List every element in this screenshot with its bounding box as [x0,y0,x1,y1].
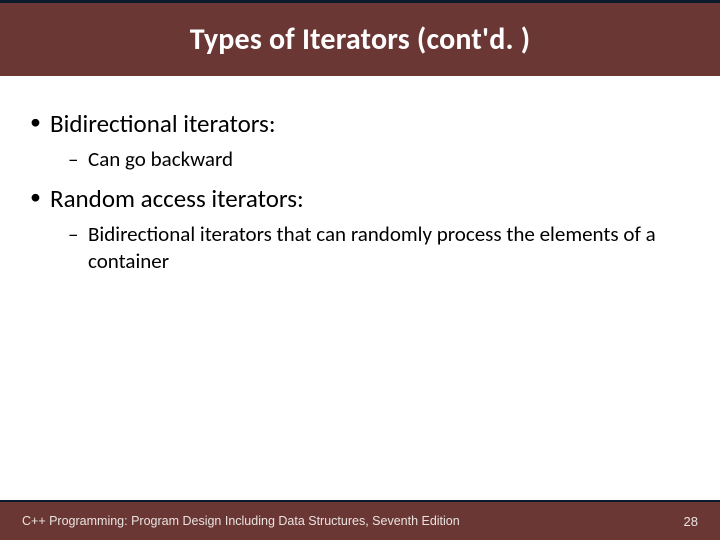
title-bar: Types of Iterators (cont'd. ) [0,0,720,76]
footer-bar: C++ Programming: Program Design Includin… [0,500,720,540]
bullet-lvl1: Random access iterators: [28,183,692,215]
title-bar-inner: Types of Iterators (cont'd. ) [0,3,720,76]
page-number: 28 [684,514,698,529]
footer-text: C++ Programming: Program Design Includin… [22,514,460,528]
slide: Types of Iterators (cont'd. ) Bidirectio… [0,0,720,540]
bullet-lvl2: Can go backward [28,146,692,173]
bullet-lvl1: Bidirectional iterators: [28,108,692,140]
bullet-lvl2: Bidirectional iterators that can randoml… [28,221,692,275]
slide-content: Bidirectional iterators: Can go backward… [28,108,692,285]
slide-title: Types of Iterators (cont'd. ) [190,21,531,58]
